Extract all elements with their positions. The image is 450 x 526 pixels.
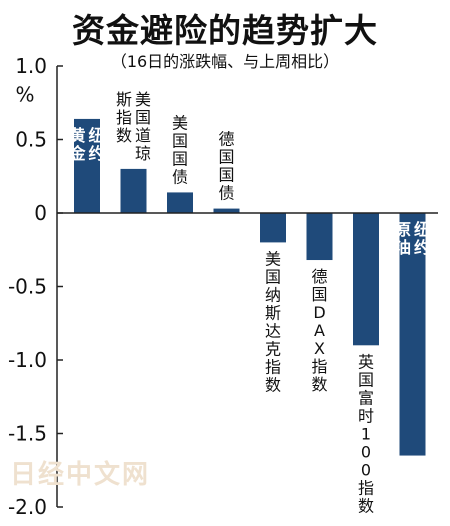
bar-label-char: 债 (218, 184, 234, 203)
bar-label-char: 国 (358, 370, 374, 389)
bar-label-char: 琼 (135, 144, 151, 163)
bar-label-char: A (314, 321, 325, 340)
bar-label-char: 纳 (265, 285, 281, 304)
bar-label-char: 斯 (265, 303, 281, 322)
bar-label-char: 国 (265, 267, 281, 286)
bar-label-char: 国 (311, 285, 327, 304)
watermark: 日经中文网 (10, 460, 151, 490)
bar-label-char: 国 (172, 149, 188, 168)
bar (213, 208, 240, 213)
bar (74, 118, 100, 213)
bar (306, 213, 333, 261)
bar-label-char: 纽 (414, 220, 430, 239)
bar (120, 168, 147, 213)
bar-label-char: 指 (358, 478, 374, 497)
y-tick-label: -1.5 (8, 422, 47, 446)
bar-label-char: 1 (361, 424, 371, 443)
bar (353, 213, 379, 346)
bar-label-char: 约 (414, 238, 430, 257)
bar-label-char: 0 (361, 442, 371, 461)
bar-label-char: 黄 (69, 126, 85, 145)
bar-label-char: 纽 (88, 126, 104, 145)
bar-label-char: D (313, 303, 325, 322)
y-tick-label: -1.0 (8, 348, 47, 372)
y-tick-label: -0.5 (8, 275, 47, 299)
bar-label-char: 金 (68, 144, 86, 163)
y-tick-label: 0 (34, 201, 47, 225)
bar-label-char: 美 (172, 113, 188, 132)
bar-label-char: 美 (135, 90, 151, 109)
chart-subtitle: （16日的涨跌幅、与上周相比） (110, 52, 340, 71)
bar-label-char: 0 (361, 460, 371, 479)
bar (399, 213, 426, 456)
bar-label-char: 德 (311, 267, 327, 286)
bar-label-char: 富 (358, 388, 374, 407)
bar-label-char: 国 (135, 108, 151, 127)
bar-label-char: 数 (358, 496, 374, 515)
y-tick-label: 0.5 (15, 128, 47, 152)
bar-label-char: 德 (218, 130, 234, 149)
bar-label-char: 国 (172, 131, 188, 150)
bar-label-char: 油 (395, 238, 411, 257)
chart-title: 资金避险的趋势扩大 (72, 11, 378, 50)
bar-label-char: 指 (265, 357, 281, 376)
bar-label-char: 约 (88, 144, 104, 163)
bar-label-char: 时 (358, 406, 374, 425)
bar-label-char: 达 (265, 321, 281, 340)
bar-label-char: 指 (311, 357, 327, 376)
bar-label-char: 债 (172, 167, 188, 186)
bar-label-char: 英 (358, 352, 374, 371)
bar-label-char: 数 (265, 375, 281, 394)
bar-label-char: 指 (116, 108, 132, 127)
y-axis-label: % (15, 82, 34, 106)
bar-label-char: 克 (265, 339, 281, 358)
y-tick-label: -2.0 (8, 495, 47, 519)
bar-label-char: 原 (395, 220, 411, 239)
y-tick-label: 1.0 (15, 54, 47, 78)
bar-label-char: 道 (135, 126, 151, 145)
bar-label-char: 美 (265, 249, 281, 268)
bar-label-char: 斯 (116, 90, 132, 109)
bar (167, 192, 193, 213)
bar-label-char: X (314, 339, 325, 358)
bar-label-char: 数 (311, 375, 327, 394)
bar-label-char: 国 (218, 166, 234, 185)
bar-label-char: 国 (218, 148, 234, 167)
bar (260, 213, 286, 243)
bar-label-char: 数 (116, 126, 132, 145)
